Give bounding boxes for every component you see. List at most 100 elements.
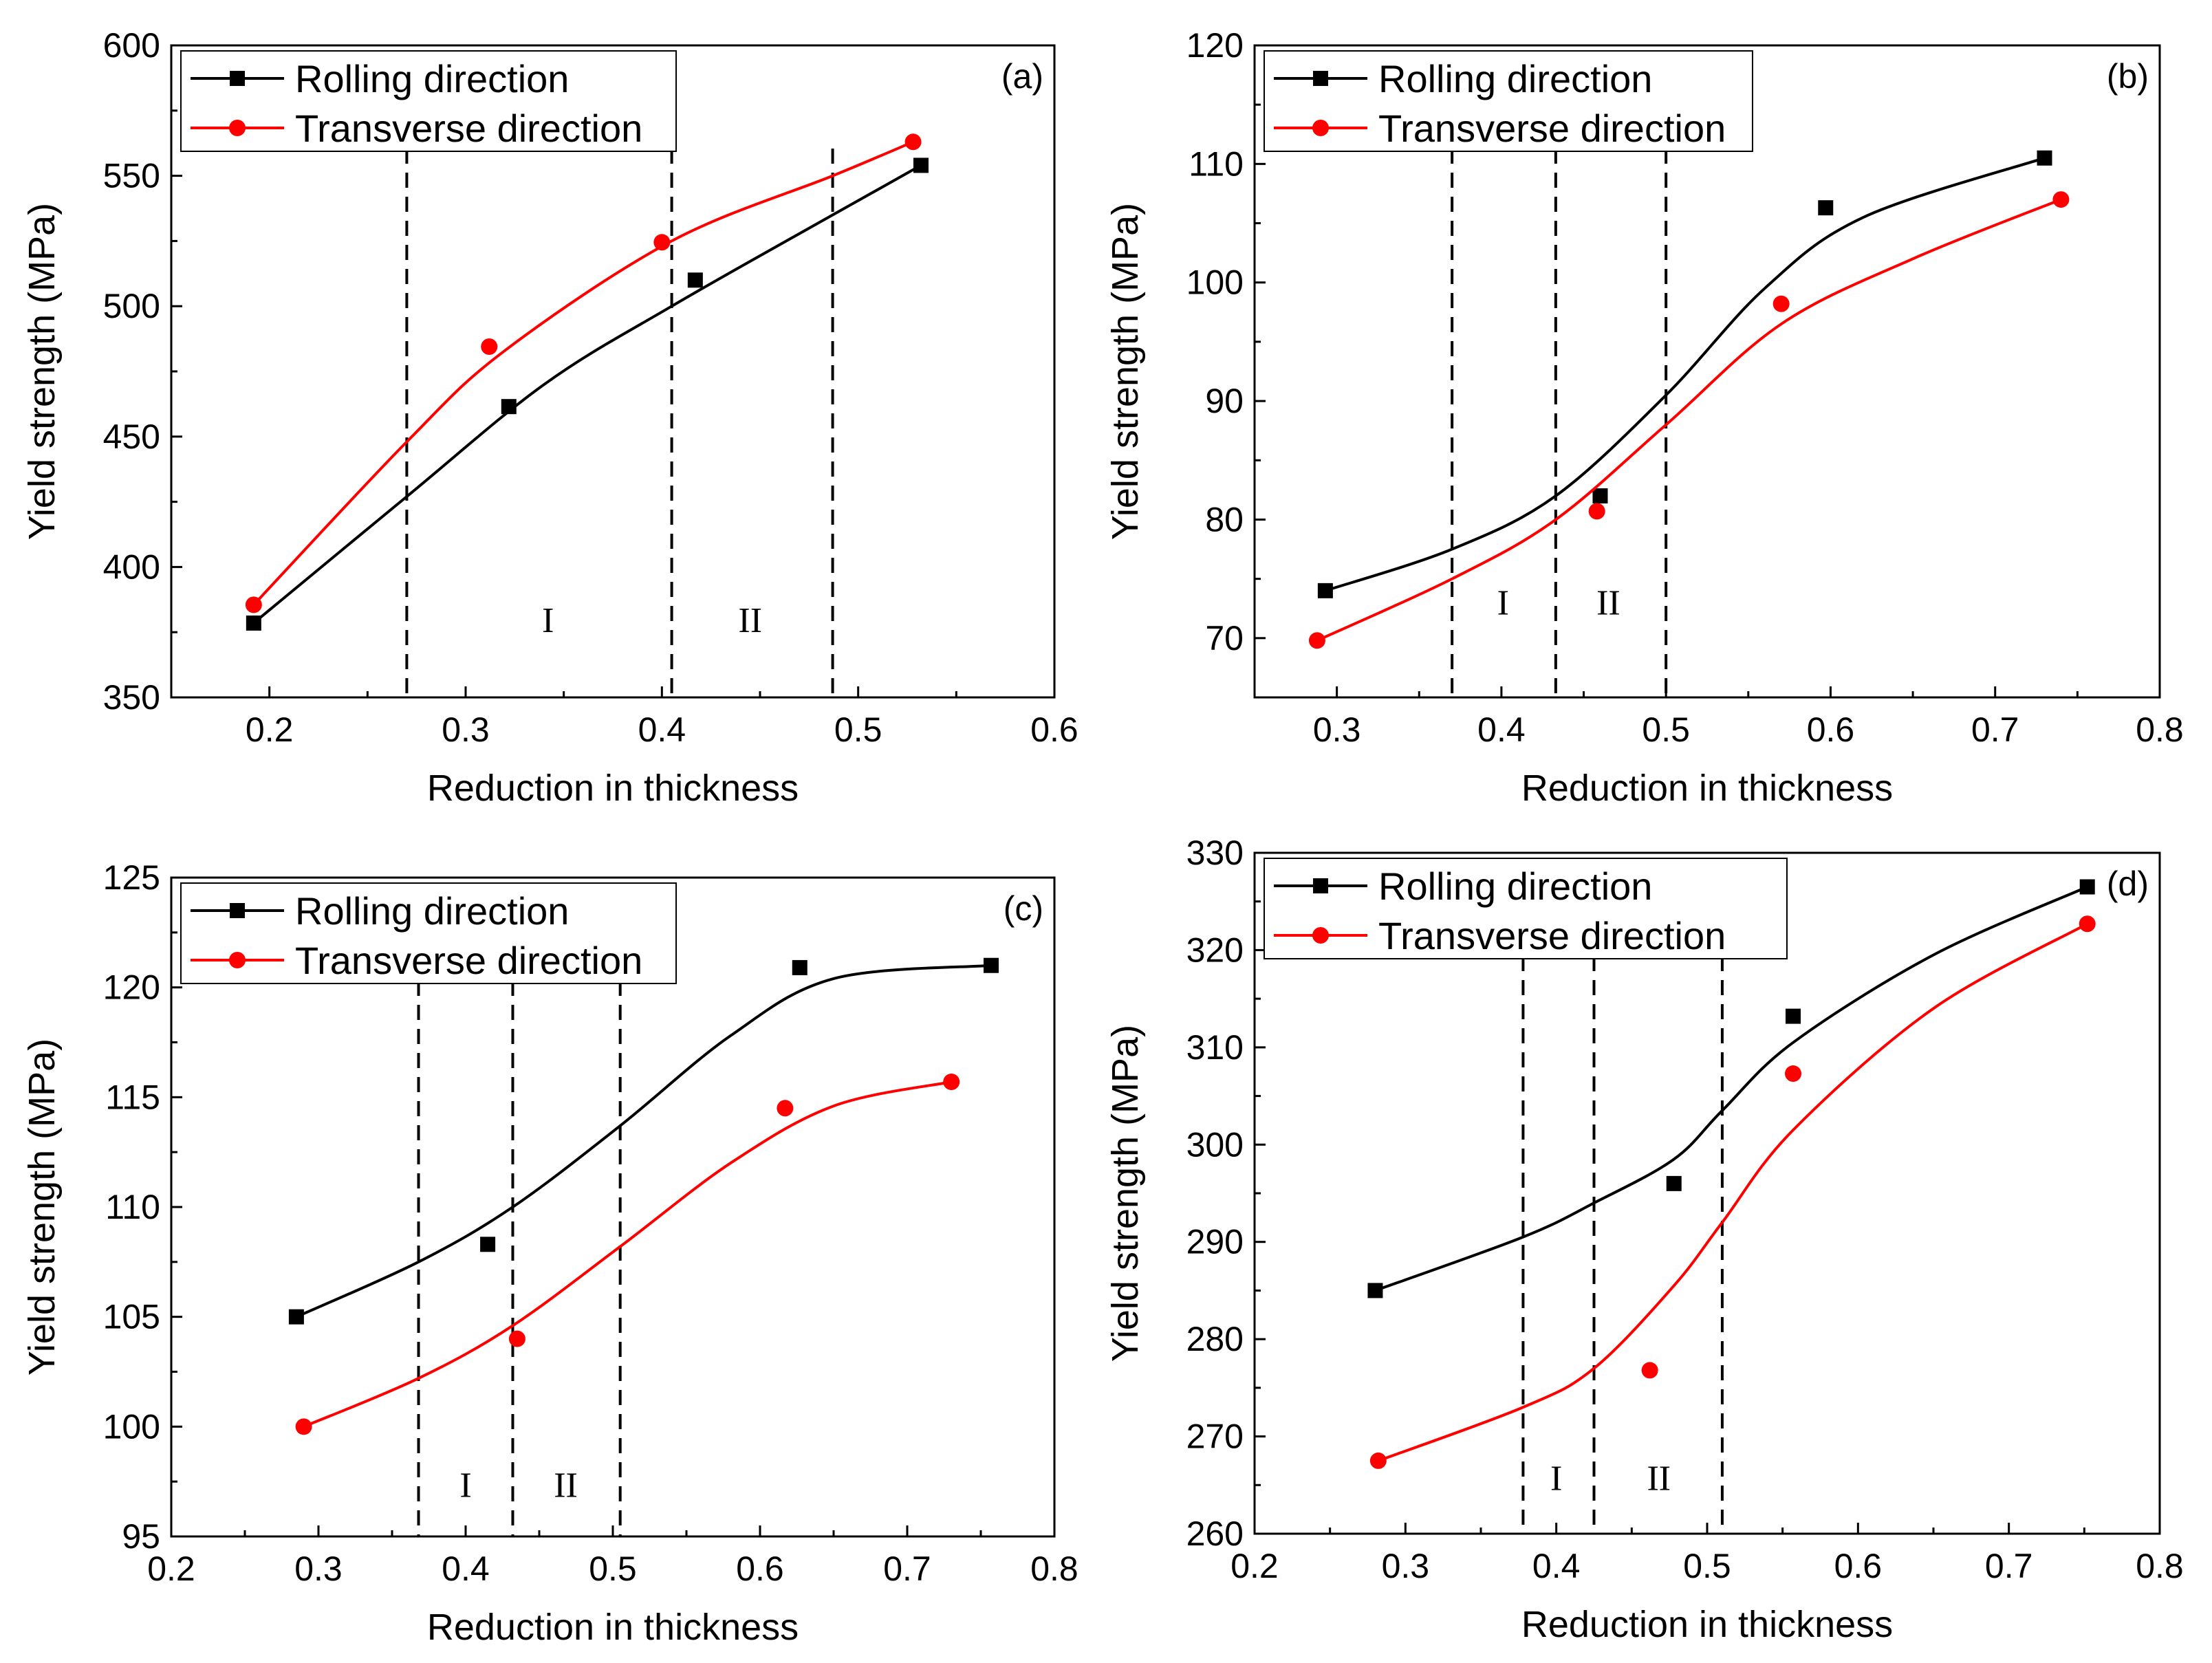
- y-tick-label: 290: [1186, 1223, 1244, 1261]
- data-point-rolling: [501, 399, 517, 415]
- x-axis-title: Reduction in thickness: [1521, 768, 1893, 809]
- fit-curve-transverse: [1316, 198, 2062, 642]
- y-axis-title: Yield strength (MPa): [21, 1039, 63, 1376]
- x-axis-title: Reduction in thickness: [1521, 1604, 1893, 1645]
- fit-curve-rolling: [252, 164, 922, 624]
- data-point-rolling: [1818, 200, 1834, 216]
- plot-frame: [1253, 44, 2161, 699]
- data-point-rolling: [2037, 150, 2052, 166]
- x-tick-label: 0.3: [1313, 710, 1361, 749]
- x-tick-label: 0.8: [2136, 1547, 2184, 1585]
- data-point-transverse: [1308, 632, 1325, 649]
- fit-curve-transverse: [252, 140, 914, 606]
- data-point-transverse: [1588, 503, 1605, 520]
- y-tick-label: 300: [1186, 1125, 1244, 1164]
- x-tick-label: 0.6: [1834, 1547, 1883, 1585]
- y-axis-title: Yield strength (MPa): [1105, 1025, 1146, 1362]
- legend-label: Transverse direction: [295, 107, 642, 150]
- data-point-rolling: [1317, 583, 1333, 598]
- legend: Rolling direction Transverse direction: [1264, 858, 1788, 959]
- panel-label: (c): [1004, 889, 1043, 928]
- y-tick-label: 105: [103, 1298, 160, 1336]
- panel-label: (b): [2107, 57, 2149, 96]
- data-point-rolling: [792, 959, 807, 975]
- fit-curve-transverse: [1378, 922, 2088, 1462]
- data-point-rolling: [246, 615, 261, 631]
- legend-marker-circle: [1312, 120, 1329, 136]
- x-tick-label: 0.3: [294, 1550, 343, 1588]
- legend-marker-circle: [229, 120, 246, 136]
- x-tick-label: 0.6: [1030, 710, 1078, 749]
- legend-label: Transverse direction: [1378, 107, 1726, 150]
- x-tick-label: 0.5: [1683, 1547, 1731, 1585]
- y-tick-label: 450: [103, 417, 160, 456]
- y-tick-label: 280: [1186, 1320, 1244, 1358]
- region-label: I: [1550, 1459, 1562, 1498]
- y-tick-label: 90: [1205, 382, 1244, 420]
- chart-panel-3: 0.2 0.3 0.4 0.5 0.6 0.7 0.8 95 100 105 110 115 120 12…: [21, 858, 1078, 1648]
- y-tick-label: 600: [103, 26, 160, 65]
- y-tick-label: 270: [1186, 1417, 1244, 1456]
- data-point-transverse: [2079, 915, 2096, 933]
- legend-marker-circle: [1312, 927, 1329, 944]
- region-label: II: [1647, 1459, 1671, 1498]
- y-tick-label: 100: [1186, 263, 1244, 302]
- y-tick-label: 500: [103, 287, 160, 325]
- legend: Rolling direction Transverse direction: [180, 50, 677, 152]
- data-point-transverse: [245, 596, 262, 613]
- data-point-transverse: [295, 1418, 312, 1435]
- y-tick-label: 550: [103, 157, 160, 195]
- legend-marker-square: [230, 903, 245, 918]
- x-tick-label: 0.7: [883, 1550, 931, 1588]
- legend-label: Rolling direction: [1378, 57, 1652, 100]
- data-point-transverse: [904, 133, 922, 151]
- data-point-rolling: [913, 157, 929, 173]
- y-tick-label: 80: [1205, 500, 1244, 539]
- x-axis-title: Reduction in thickness: [427, 1607, 799, 1648]
- y-tick-label: 95: [122, 1517, 160, 1556]
- legend-label: Rolling direction: [295, 57, 569, 100]
- x-tick-label: 0.4: [638, 710, 686, 749]
- region-label: I: [459, 1466, 471, 1506]
- x-tick-label: 0.3: [1382, 1547, 1430, 1585]
- y-tick-label: 330: [1186, 834, 1244, 872]
- region-label: II: [554, 1466, 578, 1506]
- y-tick-label: 320: [1186, 931, 1244, 969]
- y-tick-label: 120: [103, 968, 160, 1007]
- x-tick-label: 0.2: [147, 1550, 195, 1588]
- legend-box: [1264, 858, 1788, 959]
- y-tick-label: 110: [1189, 144, 1244, 183]
- data-point-rolling: [1786, 1008, 1801, 1024]
- legend-marker-circle: [229, 952, 246, 968]
- data-point-transverse: [481, 338, 498, 355]
- x-axis-title: Reduction in thickness: [427, 768, 799, 809]
- region-label: II: [738, 601, 762, 640]
- x-tick-label: 0.6: [736, 1550, 784, 1588]
- x-tick-label: 0.5: [1642, 710, 1690, 749]
- y-tick-label: 260: [1186, 1514, 1244, 1553]
- y-tick-label: 110: [105, 1188, 160, 1226]
- data-point-rolling: [687, 272, 703, 288]
- chart-panel-2: 0.3 0.4 0.5 0.6 0.7 0.8 70 80 90 100 110 120 Reducti…: [1105, 26, 2184, 809]
- panel-label: (a): [1001, 57, 1043, 96]
- legend: Rolling direction Transverse direction: [1264, 50, 1753, 152]
- y-tick-label: 350: [103, 678, 160, 717]
- region-label: II: [1596, 583, 1620, 622]
- data-point-transverse: [1785, 1065, 1802, 1083]
- data-point-transverse: [508, 1330, 525, 1347]
- fit-curve-rolling: [296, 964, 992, 1318]
- legend-label: Rolling direction: [1378, 865, 1652, 908]
- x-tick-label: 0.3: [442, 710, 490, 749]
- legend-marker-square: [1313, 71, 1328, 86]
- data-point-transverse: [1641, 1362, 1658, 1379]
- x-tick-label: 0.8: [1030, 1550, 1078, 1588]
- y-axis-title: Yield strength (MPa): [1105, 203, 1146, 540]
- fit-curve-transverse: [303, 1080, 952, 1428]
- x-tick-label: 0.2: [246, 710, 294, 749]
- chart-panel-4: 0.2 0.3 0.4 0.5 0.6 0.7 0.8 260 270 280 290 300 310 3…: [1105, 834, 2184, 1645]
- data-point-transverse: [2052, 191, 2070, 208]
- legend: Rolling direction Transverse direction: [180, 882, 677, 984]
- chart-panel-1: 0.2 0.3 0.4 0.5 0.6 350 400 450 500 550 600 Reducti…: [21, 26, 1078, 809]
- fit-curve-rolling: [1374, 885, 2088, 1292]
